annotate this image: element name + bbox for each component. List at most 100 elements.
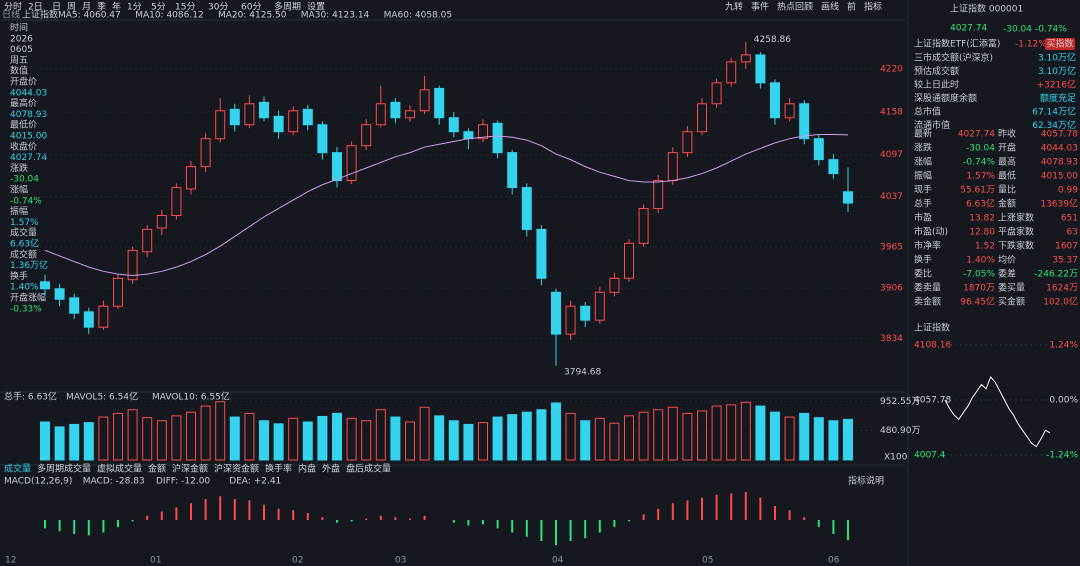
period-tab[interactable]: 30分 xyxy=(208,2,228,13)
period-tab[interactable]: 日 xyxy=(52,2,61,13)
indicator-tab[interactable]: 虚拟成交量 xyxy=(97,463,142,475)
indicator-tab[interactable]: 外盘 xyxy=(322,463,340,475)
candle-body xyxy=(361,124,372,147)
volume-bar xyxy=(288,417,299,461)
candle-body xyxy=(843,191,853,204)
volume-bar xyxy=(843,418,853,461)
volume-bar xyxy=(405,421,415,461)
info-item: 4044.03 xyxy=(10,88,47,98)
info-item: 4027.74 xyxy=(10,153,47,163)
candle-body xyxy=(565,305,576,335)
low-label: 3794.68 xyxy=(564,367,601,377)
candle-body xyxy=(405,110,415,119)
period-tab[interactable]: 月 xyxy=(82,2,91,13)
info-item: 数值 xyxy=(10,65,28,77)
candle-body xyxy=(375,103,386,126)
volume-bar xyxy=(667,406,678,461)
info-item: 振幅 xyxy=(10,205,28,217)
volume-bar xyxy=(361,420,372,461)
candle-body xyxy=(667,152,678,182)
stat-label: 下跌家数 xyxy=(998,240,1034,252)
volume-bar xyxy=(638,411,649,461)
period-tab[interactable]: 1分 xyxy=(127,2,142,13)
tool-button[interactable]: 事件 xyxy=(751,1,769,13)
stat-value: 62.34万亿 xyxy=(1032,119,1076,131)
volume-bar xyxy=(492,416,503,461)
candle-body xyxy=(594,291,605,321)
tool-button[interactable]: 前 xyxy=(847,1,856,13)
stat-label: 总手 xyxy=(914,198,932,210)
info-item: 6.63亿 xyxy=(10,238,39,250)
info-item: 4015.00 xyxy=(10,132,47,142)
stat-label: 量比 xyxy=(998,184,1016,196)
volume-bar xyxy=(434,415,445,461)
volume-bar xyxy=(448,420,459,461)
macd-header: MACD(12,26,9) xyxy=(4,477,72,487)
x-tick-label: 04 xyxy=(552,556,564,566)
period-tab[interactable]: 周 xyxy=(67,2,76,13)
tool-button[interactable]: 九转 xyxy=(725,1,743,13)
buy-label[interactable]: 买指数 xyxy=(1046,38,1073,50)
candle-body xyxy=(536,228,547,279)
period-tab[interactable]: 分时 xyxy=(4,1,22,13)
quote-change: -30.04 xyxy=(1003,25,1032,35)
stat-label: 委比 xyxy=(914,268,932,280)
period-tab[interactable]: 多周期 xyxy=(274,1,301,13)
tool-button[interactable]: 画线 xyxy=(821,1,839,13)
indicator-tab[interactable]: 盘后成交量 xyxy=(346,463,391,475)
buy-button[interactable] xyxy=(1045,38,1075,50)
candle-body xyxy=(346,145,357,182)
volume-bar xyxy=(375,409,386,461)
indicator-tab[interactable]: 内盘 xyxy=(298,463,316,475)
macd-header: MACD: -28.83 xyxy=(83,477,145,487)
volume-bar xyxy=(69,423,80,461)
stat-value: 55.61万 xyxy=(960,186,995,196)
tool-button[interactable]: 指标 xyxy=(864,1,882,13)
chart-name: 上证指数 xyxy=(22,9,58,21)
candle-body xyxy=(69,297,80,314)
volume-bar xyxy=(98,416,109,461)
volume-bar xyxy=(624,415,634,461)
candle-body xyxy=(784,103,795,119)
stat-value: 67.14万亿 xyxy=(1032,106,1076,118)
candle-body xyxy=(288,110,299,133)
stat-value: 3.10万亿 xyxy=(1038,52,1076,64)
volume-bar xyxy=(83,422,94,461)
indicator-tab[interactable]: 沪深金额 xyxy=(172,463,208,475)
volume-bar xyxy=(828,420,839,461)
indicator-tab[interactable]: 成交量 xyxy=(4,463,31,475)
indicator-tab[interactable]: 沪深资金额 xyxy=(214,463,259,475)
period-tab[interactable]: 2日 xyxy=(28,2,43,13)
period-tab[interactable]: 季 xyxy=(97,1,106,13)
volume-bar xyxy=(521,411,532,461)
period-tab[interactable]: 15分 xyxy=(175,2,195,13)
candle-body xyxy=(492,122,503,154)
x-tick-label: 12 xyxy=(5,556,16,566)
indicator-tab[interactable]: 换手率 xyxy=(265,463,292,475)
info-item: -30.04 xyxy=(10,175,39,185)
stat-label: 买金额 xyxy=(998,296,1025,308)
volume-bar xyxy=(40,421,50,461)
indicator-help[interactable]: 指标说明 xyxy=(848,475,884,487)
ma-legend: MA5: 4060.47 xyxy=(58,11,121,21)
y-tick-label: 3965 xyxy=(880,242,903,252)
tool-button[interactable]: 热点回顾 xyxy=(777,1,813,13)
stat-label: 最新 xyxy=(914,128,932,140)
candle-body xyxy=(609,277,620,293)
indicator-tab[interactable]: 多周期成交量 xyxy=(37,463,91,475)
candle-body xyxy=(302,108,313,126)
period-tab[interactable]: 5分 xyxy=(151,2,166,13)
stat-value: 4078.93 xyxy=(1041,158,1078,168)
volume-bar xyxy=(478,422,488,461)
y-tick-label: 4158 xyxy=(880,108,903,118)
period-tab[interactable]: 60分 xyxy=(241,2,261,13)
volume-bar xyxy=(565,412,576,461)
stat-value: 35.37 xyxy=(1052,256,1078,266)
candle-body xyxy=(244,103,255,126)
candle-body xyxy=(726,61,737,84)
stat-value: -246.22万 xyxy=(1034,270,1078,280)
period-tab[interactable]: 年 xyxy=(112,1,121,13)
indicator-tab[interactable]: 金额 xyxy=(148,463,166,475)
period-tab[interactable]: 设置 xyxy=(307,2,325,13)
candle-body xyxy=(697,103,707,133)
